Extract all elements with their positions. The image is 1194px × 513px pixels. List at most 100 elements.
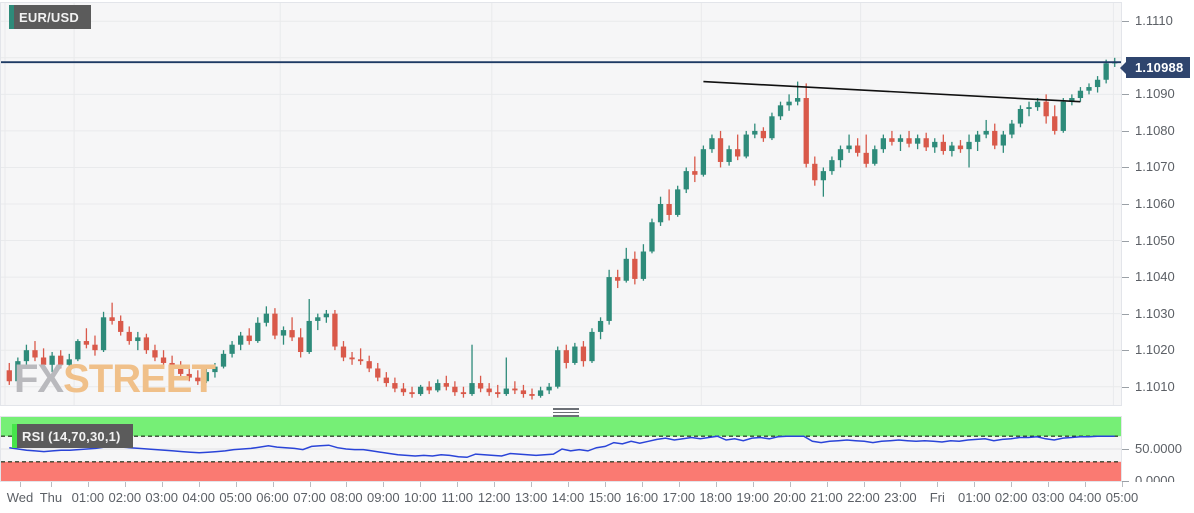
candle-body[interactable] — [709, 138, 715, 150]
time-axis[interactable]: Wed Thu 01:00 02:00 03:00 04:00 05:00 06:00 07:0… — [0, 482, 1194, 513]
candle-body[interactable] — [957, 145, 964, 150]
rsi-legend[interactable]: RSI (14,70,30,1) — [12, 424, 133, 448]
candle-body[interactable] — [897, 138, 904, 142]
candle-body[interactable] — [109, 317, 115, 321]
candle-body[interactable] — [1026, 107, 1032, 109]
candle-body[interactable] — [349, 357, 355, 360]
candle-body[interactable] — [992, 130, 998, 146]
candle-body[interactable] — [417, 386, 424, 395]
candle-body[interactable] — [615, 277, 621, 281]
candle-body[interactable] — [400, 388, 407, 393]
candle-body[interactable] — [289, 330, 295, 338]
candle-body[interactable] — [520, 390, 527, 395]
candle-body[interactable] — [220, 353, 227, 367]
candle-body[interactable] — [1000, 134, 1006, 146]
candle-body[interactable] — [795, 98, 801, 102]
candle-body[interactable] — [1077, 90, 1084, 99]
price-chart-canvas[interactable] — [1, 3, 1121, 405]
candle-body[interactable] — [40, 357, 47, 365]
candle-body[interactable] — [6, 370, 12, 382]
candle-body[interactable] — [503, 388, 509, 395]
candle-body[interactable] — [75, 341, 81, 360]
candle-body[interactable] — [829, 160, 835, 172]
candle-body[interactable] — [460, 392, 467, 395]
candle-body[interactable] — [340, 346, 347, 358]
candle-body[interactable] — [272, 313, 278, 336]
candle-body[interactable] — [1009, 123, 1015, 135]
candle-body[interactable] — [632, 258, 638, 279]
candle-body[interactable] — [777, 105, 784, 117]
candle-body[interactable] — [212, 366, 218, 373]
candle-body[interactable] — [683, 171, 689, 190]
candle-body[interactable] — [495, 392, 501, 395]
candle-body[interactable] — [100, 317, 107, 351]
candle-body[interactable] — [1094, 79, 1101, 88]
candle-body[interactable] — [949, 145, 955, 152]
candle-body[interactable] — [537, 390, 544, 396]
candle-body[interactable] — [1017, 108, 1024, 124]
candle-body[interactable] — [332, 313, 338, 347]
candle-body[interactable] — [1052, 116, 1058, 131]
price-chart-pane[interactable] — [0, 2, 1122, 406]
candle-body[interactable] — [752, 130, 758, 135]
candle-body[interactable] — [178, 368, 184, 374]
candle-body[interactable] — [580, 346, 587, 362]
candle-body[interactable] — [726, 149, 732, 162]
candle-body[interactable] — [58, 355, 64, 365]
candle-body[interactable] — [1086, 87, 1092, 91]
candle-body[interactable] — [760, 130, 767, 139]
candle-body[interactable] — [597, 320, 604, 332]
candle-body[interactable] — [769, 116, 775, 139]
candle-body[interactable] — [735, 149, 741, 157]
candle-body[interactable] — [837, 149, 844, 161]
candle-body[interactable] — [366, 361, 372, 369]
candle-body[interactable] — [666, 204, 672, 215]
candle-body[interactable] — [803, 98, 809, 164]
candle-body[interactable] — [880, 138, 886, 150]
candle-body[interactable] — [392, 383, 398, 389]
candle-body[interactable] — [974, 134, 981, 142]
candle-body[interactable] — [623, 258, 629, 281]
candle-body[interactable] — [512, 388, 518, 391]
candle-body[interactable] — [872, 149, 878, 164]
candle-body[interactable] — [409, 392, 415, 395]
symbol-legend[interactable]: EUR/USD — [9, 5, 91, 29]
candle-body[interactable] — [640, 251, 647, 279]
candle-body[interactable] — [143, 337, 150, 351]
candle-body[interactable] — [375, 368, 381, 378]
candle-body[interactable] — [812, 163, 818, 181]
candle-body[interactable] — [477, 383, 484, 389]
candle-body[interactable] — [297, 337, 304, 353]
candle-body[interactable] — [23, 350, 30, 362]
candle-body[interactable] — [152, 350, 158, 358]
candle-body[interactable] — [675, 189, 681, 215]
candle-body[interactable] — [255, 322, 261, 342]
candle-body[interactable] — [135, 337, 141, 342]
rsi-indicator-pane[interactable] — [0, 416, 1122, 482]
candle-body[interactable] — [906, 138, 912, 144]
pane-resize-handle[interactable] — [553, 408, 579, 417]
candle-body[interactable] — [486, 388, 492, 393]
candle-body[interactable] — [692, 171, 698, 175]
candle-body[interactable] — [700, 149, 707, 175]
candle-body[interactable] — [229, 344, 235, 354]
candle-body[interactable] — [383, 377, 389, 384]
candle-body[interactable] — [555, 350, 561, 387]
candle-body[interactable] — [160, 357, 167, 363]
candle-body[interactable] — [649, 222, 655, 252]
candle-body[interactable] — [1103, 63, 1109, 80]
candle-body[interactable] — [863, 152, 869, 164]
candle-body[interactable] — [452, 386, 458, 393]
candle-body[interactable] — [889, 138, 895, 142]
candle-body[interactable] — [357, 359, 364, 362]
candle-body[interactable] — [1069, 98, 1075, 102]
candle-body[interactable] — [854, 145, 861, 153]
candle-body[interactable] — [263, 313, 270, 323]
candle-body[interactable] — [469, 383, 475, 395]
candle-body[interactable] — [32, 350, 38, 358]
candle-body[interactable] — [92, 344, 98, 351]
rsi-chart-canvas[interactable] — [1, 417, 1121, 481]
candle-body[interactable] — [315, 317, 321, 321]
candle-body[interactable] — [572, 346, 578, 363]
descending-trendline[interactable] — [703, 80, 1081, 103]
